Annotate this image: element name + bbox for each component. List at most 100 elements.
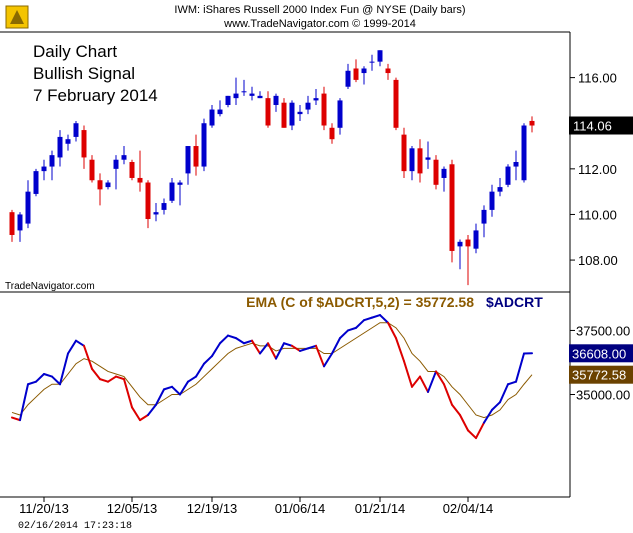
adcrt-segment bbox=[435, 370, 445, 386]
candle bbox=[9, 209, 15, 242]
candle bbox=[297, 104, 303, 121]
adcrt-segment bbox=[99, 378, 109, 383]
adcrt-segment bbox=[403, 360, 413, 388]
candle bbox=[169, 177, 175, 204]
adcrt-series bbox=[11, 314, 533, 440]
candle bbox=[465, 234, 471, 286]
candle bbox=[241, 79, 247, 96]
indicator-tick-label: 35000.00 bbox=[576, 388, 630, 403]
adcrt-segment bbox=[339, 329, 349, 340]
adcrt-segment bbox=[227, 334, 237, 340]
x-tick-label: 01/21/14 bbox=[355, 501, 406, 516]
candle bbox=[65, 134, 71, 151]
adcrt-segment bbox=[19, 383, 29, 422]
price-tick-label: 112.00 bbox=[578, 162, 617, 177]
adcrt-segment bbox=[259, 342, 269, 355]
candle bbox=[417, 139, 423, 183]
x-tick-label: 01/06/14 bbox=[275, 501, 326, 516]
indicator-last-labels: 36608.00 35772.58 bbox=[569, 344, 633, 384]
candle bbox=[177, 180, 183, 206]
adcrt-segment bbox=[187, 375, 197, 383]
candle bbox=[337, 98, 343, 135]
source-label: TradeNavigator.com bbox=[5, 281, 95, 292]
adcrt-segment bbox=[75, 339, 85, 347]
chart-subtitle: www.TradeNavigator.com © 1999-2014 bbox=[223, 18, 416, 30]
x-tick-label: 12/19/13 bbox=[187, 501, 238, 516]
adcrt-segment bbox=[131, 406, 141, 422]
candle bbox=[257, 91, 263, 99]
candle bbox=[73, 120, 79, 142]
adcrt-segment bbox=[27, 380, 37, 386]
candle bbox=[449, 159, 455, 263]
candle bbox=[281, 98, 287, 128]
adcrt-segment bbox=[307, 344, 317, 350]
adcrt-segment bbox=[139, 414, 149, 422]
adcrt-segment bbox=[91, 367, 101, 381]
adcrt-segment bbox=[315, 344, 325, 368]
adcrt-segment bbox=[443, 383, 453, 406]
adcrt-segment bbox=[251, 339, 261, 355]
candle bbox=[385, 63, 391, 80]
candle bbox=[185, 146, 191, 185]
candle bbox=[441, 166, 447, 192]
adcrt-segment bbox=[267, 342, 277, 360]
indicator-tick-label: 37500.00 bbox=[576, 323, 630, 338]
candle bbox=[225, 95, 231, 108]
adcrt-segment bbox=[499, 383, 509, 404]
indicator-last-box bbox=[569, 344, 633, 363]
adcrt-segment bbox=[331, 337, 341, 355]
candle bbox=[33, 168, 39, 197]
candle bbox=[153, 203, 159, 222]
candle bbox=[105, 180, 111, 190]
timestamp: 02/16/2014 17:23:18 bbox=[18, 520, 132, 532]
candle bbox=[17, 212, 23, 242]
adcrt-segment bbox=[395, 337, 405, 363]
adcrt-segment bbox=[475, 421, 485, 440]
adcrt-segment bbox=[211, 342, 221, 358]
candle bbox=[521, 123, 527, 183]
candle bbox=[457, 239, 463, 270]
indicator-last-box bbox=[569, 365, 633, 384]
candle bbox=[233, 77, 239, 105]
logo bbox=[5, 5, 29, 29]
adcrt-segment bbox=[35, 373, 45, 383]
candle bbox=[249, 86, 255, 101]
chart-title: IWM: iShares Russell 2000 Index Fun @ NY… bbox=[174, 4, 465, 16]
x-tick-label: 02/04/14 bbox=[443, 501, 494, 516]
candle bbox=[401, 127, 407, 178]
annotation-line-2: Bullish Signal bbox=[33, 64, 135, 83]
candle bbox=[273, 93, 279, 112]
adcrt-segment bbox=[379, 314, 389, 324]
candle bbox=[89, 155, 95, 183]
adcrt-segment bbox=[163, 385, 173, 391]
adcrt-segment bbox=[355, 319, 365, 329]
candle bbox=[137, 150, 143, 192]
x-tick-label: 12/05/13 bbox=[107, 501, 158, 516]
candle bbox=[433, 155, 439, 190]
candle bbox=[81, 125, 87, 169]
candle bbox=[369, 54, 375, 71]
candle bbox=[361, 66, 367, 85]
candle bbox=[425, 141, 431, 169]
last-price-box bbox=[569, 116, 633, 135]
adcrt-segment bbox=[363, 316, 373, 322]
indicator-y-axis: 35000.00 37500.00 bbox=[570, 323, 630, 403]
candle bbox=[497, 177, 503, 197]
adcrt-segment bbox=[11, 416, 21, 422]
adcrt-segment bbox=[59, 352, 69, 386]
adcrt-segment bbox=[171, 385, 181, 396]
adcrt-segment bbox=[195, 362, 205, 378]
adcrt-segment bbox=[115, 375, 125, 381]
indicator-last-value: 36608.00 bbox=[572, 346, 626, 361]
candle bbox=[321, 86, 327, 131]
adcrt-segment bbox=[275, 342, 285, 360]
candle bbox=[353, 59, 359, 83]
candle bbox=[121, 146, 127, 165]
candle bbox=[49, 150, 55, 181]
adcrt-segment bbox=[147, 403, 157, 416]
candlestick-series bbox=[9, 50, 535, 286]
candle bbox=[409, 146, 415, 181]
adcrt-segment bbox=[155, 388, 165, 406]
adcrt-segment bbox=[491, 401, 501, 411]
adcrt-segment bbox=[323, 352, 333, 368]
